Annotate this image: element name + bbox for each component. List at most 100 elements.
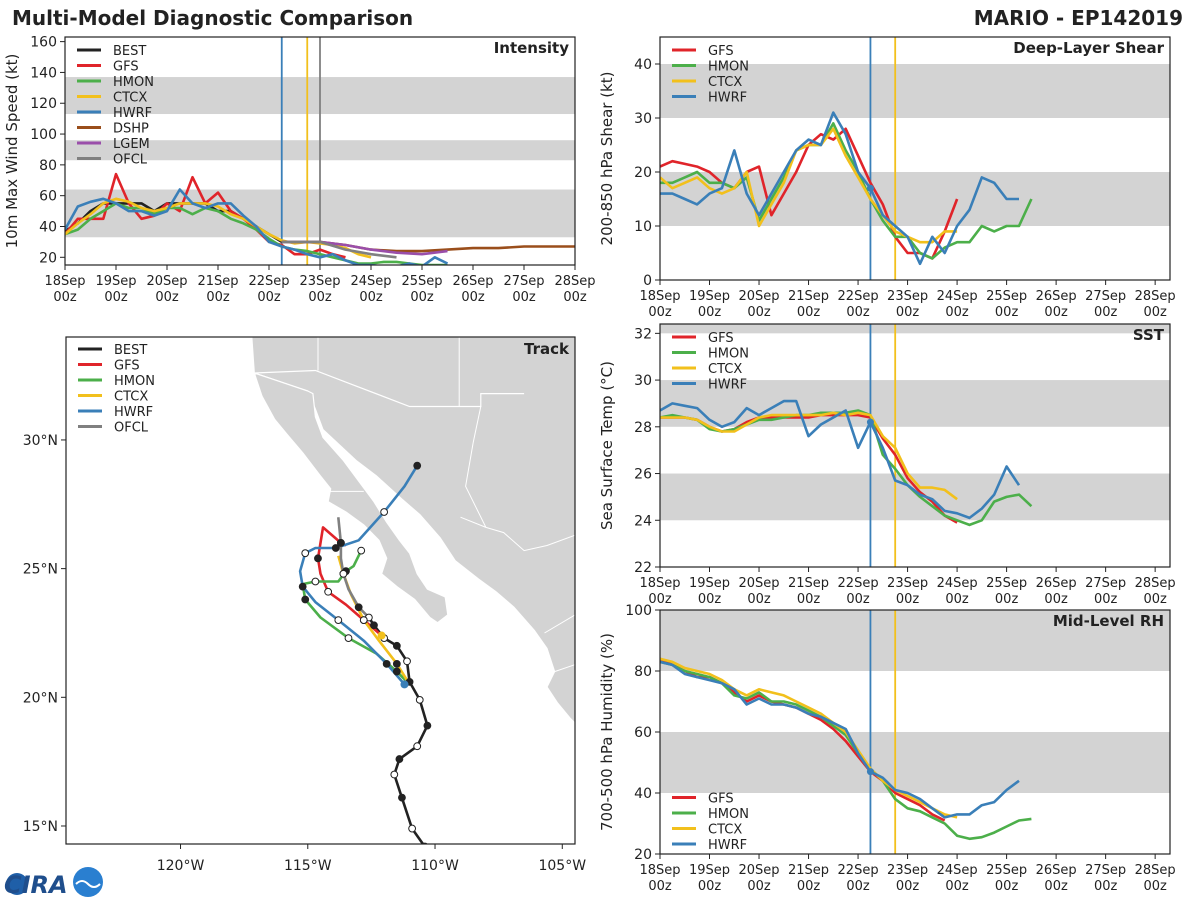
x-tick-label: 22Sep [838,576,879,591]
x-tick-label: 00z [995,879,1019,894]
x-tick-label: 27Sep [503,274,544,289]
map-frame [65,336,576,845]
y-tick-label: 40 [39,219,57,235]
track-point [408,824,417,833]
lat-label: 30°N [23,433,58,449]
y-tick-label: 80 [634,664,652,680]
panel-title: Mid-Level RH [1053,612,1164,630]
x-tick-label: 18Sep [639,863,680,878]
series-ctcx [65,197,372,259]
x-tick-label: 24Sep [937,576,978,591]
legend-label: CTCX [113,91,147,106]
x-tick-label: 20Sep [146,274,187,289]
track-point [301,549,310,558]
legend-label: GFS [113,60,139,75]
x-tick-label: 26Sep [452,274,493,289]
x-tick-label: 00z [410,290,434,305]
x-tick-label: 20Sep [739,289,780,304]
legend-label: HMON [113,75,154,90]
x-tick-label: 00z [747,305,771,320]
sst-panel: 22242628303218Sep00z19Sep00z20Sep00z21Se… [598,323,1176,607]
x-tick-label: 00z [698,305,722,320]
intensity-panel: 2040608010012014016018Sep00z19Sep00z20Se… [3,35,596,305]
x-tick-label: 26Sep [1036,576,1077,591]
lat-label: 15°N [23,819,58,835]
legend-label: CTCX [114,390,148,405]
track-point [392,659,401,668]
track-panel: 120°W 115°W 110°W 105°W 15°N 20°N 25°N 30°N Trac… [23,336,586,874]
series-hmon [660,122,1033,260]
legend-label: HWRF [708,91,747,106]
x-tick-label: 00z [563,290,587,305]
lon-label: 115°W [284,858,332,874]
y-tick-label: 24 [634,513,652,529]
state-border [554,664,575,673]
track-point [354,603,363,612]
track-point [370,621,378,630]
y-tick-label: 120 [30,96,57,112]
y-tick-label: 26 [634,467,652,483]
x-tick-label: 19Sep [689,863,730,878]
current-point [866,418,874,426]
track-point [324,587,333,596]
x-tick-label: 25Sep [986,289,1027,304]
x-tick-label: 00z [945,879,969,894]
track-point [423,721,432,730]
x-tick-label: 00z [1044,879,1068,894]
x-tick-label: 00z [1094,592,1118,607]
figure-title: Multi-Model Diagnostic Comparison [12,6,413,30]
y-tick-label: 60 [39,189,57,205]
y-tick-label: 20 [634,165,652,181]
track-point [357,546,366,555]
logo-seal-icon [73,867,103,897]
series-hwrf [660,660,1020,819]
logo-text: CIRA [4,871,68,899]
x-tick-label: 23Sep [887,863,928,878]
legend-label: HMON [708,347,749,362]
x-tick-label: 22Sep [248,274,289,289]
track-point [336,538,345,547]
x-tick-label: 00z [308,290,332,305]
x-tick-label: 00z [995,305,1019,320]
legend-label: CTCX [708,362,742,377]
y-axis-label: 10m Max Wind Speed (kt) [3,54,21,249]
legend-label: GFS [708,331,734,346]
track-point [298,582,307,591]
x-tick-label: 19Sep [689,289,730,304]
x-tick-label: 26Sep [1036,863,1077,878]
x-tick-label: 00z [846,879,870,894]
x-tick-label: 18Sep [44,274,85,289]
y-tick-label: 30 [634,373,652,389]
lat-label: 20°N [23,690,58,706]
y-tick-label: 28 [634,420,652,436]
landmass [251,337,575,724]
x-tick-label: 22Sep [838,863,879,878]
track-gfs [316,526,383,637]
x-tick-label: 00z [1094,879,1118,894]
track-point [314,554,322,563]
x-tick-label: 00z [747,879,771,894]
logo-globe-icon [6,873,28,895]
track-point [359,616,368,624]
series-hmon [65,202,448,265]
x-tick-label: 00z [1143,879,1167,894]
x-tick-label: 21Sep [788,289,829,304]
current-position [400,680,409,689]
mainland-mexico [251,337,575,724]
shear-panel: 01020304018Sep00z19Sep00z20Sep00z21Sep00… [598,36,1176,320]
series-hwrf [65,188,449,265]
x-tick-label: 23Sep [299,274,340,289]
x-tick-label: 19Sep [95,274,136,289]
x-tick-label: 27Sep [1085,576,1126,591]
series-ctcx [660,411,958,501]
y-tick-label: 0 [643,273,652,289]
track-point [403,657,411,666]
x-tick-label: 26Sep [1036,289,1077,304]
x-tick-label: 21Sep [788,576,829,591]
y-tick-label: 40 [634,57,652,73]
legend-label: GFS [708,792,734,807]
x-tick-label: 00z [1044,305,1068,320]
plot-frame [659,36,1171,281]
x-tick-label: 21Sep [788,863,829,878]
series-hwrf [660,399,1021,520]
